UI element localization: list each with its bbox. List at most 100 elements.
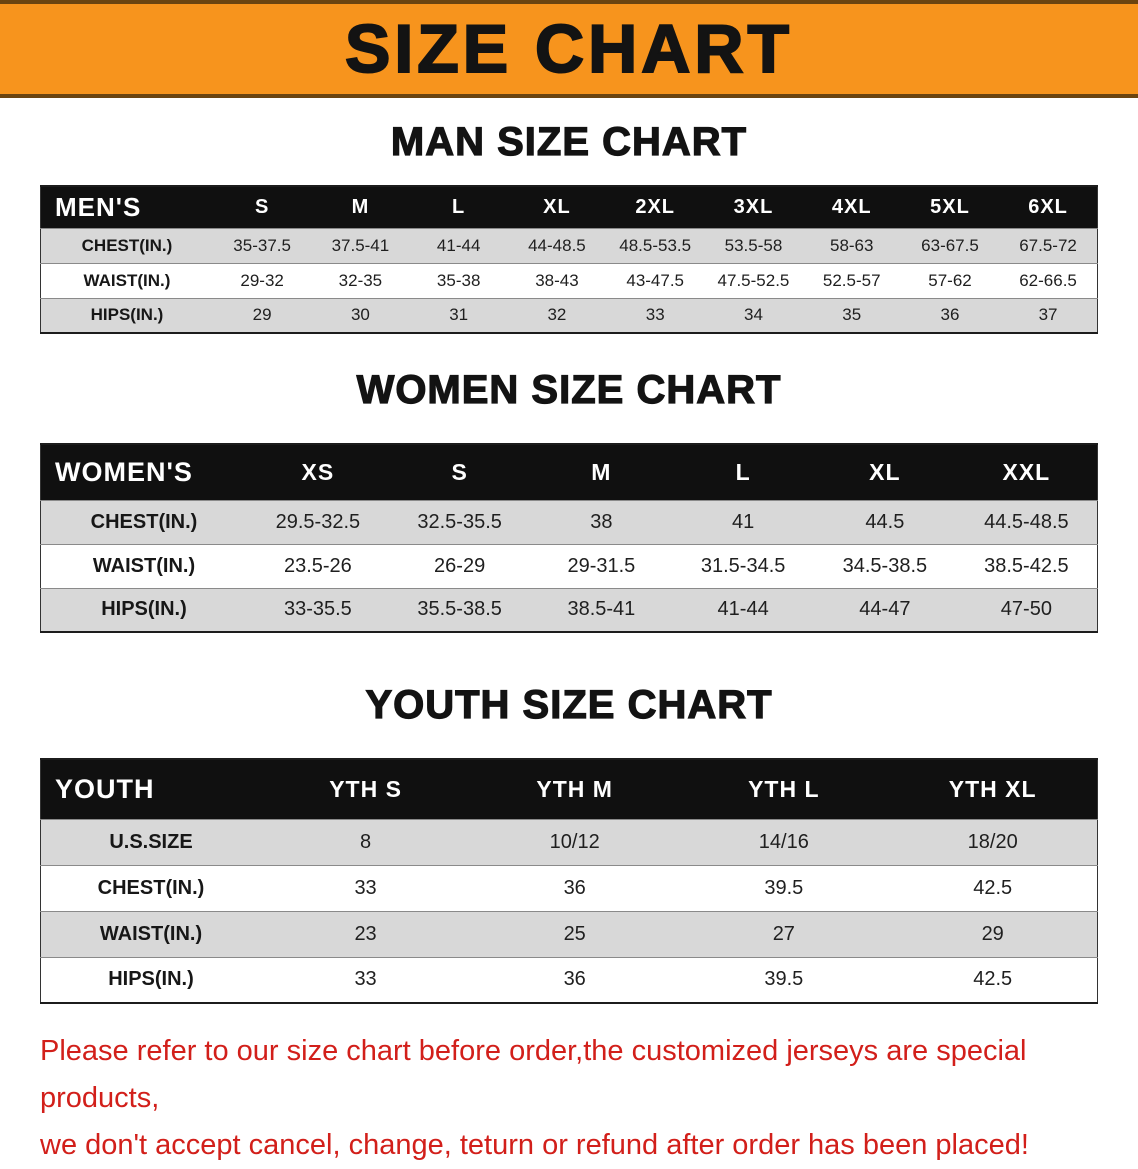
value-cell: 48.5-53.5 [619, 235, 692, 255]
value-cell: 29 [981, 922, 1004, 945]
value-cell: 25 [563, 922, 586, 945]
value-cell: 44-47 [859, 598, 911, 621]
table-title-cell: WOMEN'S [55, 456, 193, 487]
row-label-cell: U.S.SIZE [109, 830, 193, 853]
banner: SIZE CHART [0, 0, 1138, 98]
page-title: SIZE CHART [344, 10, 793, 88]
value-cell: 42.5 [973, 968, 1013, 991]
value-cell: 36 [940, 305, 960, 325]
section-heading-youth: YOUTH SIZE CHART [365, 682, 773, 727]
value-cell: 39.5 [764, 968, 804, 991]
value-cell: 47-50 [1000, 598, 1052, 621]
row-label-cell: WAIST(IN.) [99, 922, 203, 945]
value-cell: 38-43 [535, 270, 579, 290]
measurement-row: HIPS(IN.) 29 30 31 32 33 34 35 36 37 [40, 298, 1098, 333]
value-cell: 29-32 [240, 270, 284, 290]
section-heading-women: WOMEN SIZE CHART [356, 367, 782, 412]
value-cell: 14/16 [758, 830, 809, 853]
value-cell: 23 [354, 922, 377, 945]
value-cell: 23.5-26 [283, 554, 352, 577]
value-cell: 47.5-52.5 [717, 270, 790, 290]
row-label-cell: CHEST(IN.) [90, 510, 198, 533]
section-women: WOMEN SIZE CHART WOMEN'S XS S M L XL XXL CHEST… [0, 367, 1138, 633]
value-cell: 57-62 [928, 270, 972, 290]
size-header-cell: M [591, 458, 612, 485]
value-cell: 33 [354, 876, 377, 899]
measurement-row: U.S.SIZE 8 10/12 14/16 18/20 [40, 819, 1098, 865]
value-cell: 33 [645, 305, 665, 325]
table-title-cell: YOUTH [55, 773, 155, 804]
value-cell: 38.5-42.5 [984, 554, 1069, 577]
section-heading-men: MAN SIZE CHART [390, 119, 748, 164]
section-youth: YOUTH SIZE CHART YOUTH YTH S YTH M YTH L YTH… [0, 682, 1138, 1004]
value-cell: 32-35 [338, 270, 383, 290]
value-cell: 33-35.5 [283, 598, 352, 621]
value-cell: 43-47.5 [626, 270, 685, 290]
measurement-row: CHEST(IN.) 29.5-32.5 32.5-35.5 38 41 44.5 44.5… [40, 500, 1098, 544]
value-cell: 29-31.5 [567, 554, 636, 577]
measurement-row: HIPS(IN.) 33-35.5 35.5-38.5 38.5-41 41-44 44-… [40, 588, 1098, 632]
value-cell: 44.5 [865, 510, 905, 533]
value-cell: 31 [449, 305, 469, 325]
value-cell: 44-48.5 [528, 235, 586, 255]
value-cell: 62-66.5 [1019, 270, 1077, 290]
youth-size-table: YOUTH YTH S YTH M YTH L YTH XL U.S.SIZE 8 10/1… [40, 758, 1098, 1004]
value-cell: 35-38 [436, 270, 481, 290]
value-cell: 39.5 [764, 876, 804, 899]
size-header-cell: XS [301, 458, 335, 485]
measurement-row: CHEST(IN.) 35-37.5 37.5-41 41-44 44-48.5 48.5… [40, 228, 1098, 263]
value-cell: 36 [563, 876, 586, 899]
value-cell: 34.5-38.5 [842, 554, 928, 577]
value-cell: 32.5-35.5 [417, 510, 502, 533]
measurement-row: CHEST(IN.) 33 36 39.5 42.5 [40, 865, 1098, 911]
value-cell: 52.5-57 [822, 270, 881, 290]
table-title-cell: MEN'S [55, 191, 142, 222]
row-label-cell: HIPS(IN.) [108, 968, 194, 991]
disclaimer-line-2: we don't accept cancel, change, teturn o… [40, 1129, 1029, 1161]
value-cell: 38.5-41 [567, 598, 636, 621]
row-label-cell: HIPS(IN.) [90, 305, 164, 325]
value-cell: 10/12 [549, 830, 600, 853]
value-cell: 67.5-72 [1019, 235, 1077, 255]
value-cell: 27 [772, 922, 795, 945]
value-cell: 41-44 [436, 235, 481, 255]
size-header-cell: 4XL [831, 195, 872, 218]
table-header-row: WOMEN'S XS S M L XL XXL [40, 444, 1098, 500]
size-header-cell: 5XL [930, 195, 970, 218]
value-cell: 30 [350, 305, 370, 325]
value-cell: 8 [360, 830, 372, 853]
value-cell: 63-67.5 [921, 235, 979, 255]
value-cell: 36 [563, 968, 586, 991]
value-cell: 35 [842, 305, 862, 325]
value-cell: 37.5-41 [331, 235, 390, 255]
size-header-cell: S [254, 195, 270, 218]
value-cell: 33 [354, 968, 377, 991]
value-cell: 38 [590, 510, 613, 533]
value-cell: 41 [732, 510, 755, 533]
value-cell: 44.5-48.5 [984, 510, 1069, 533]
size-header-cell: XXL [1002, 458, 1051, 485]
size-header-cell: YTH M [536, 775, 613, 802]
value-cell: 35-37.5 [233, 235, 291, 255]
size-header-cell: XL [869, 458, 901, 485]
row-label-cell: WAIST(IN.) [92, 554, 196, 577]
value-cell: 31.5-34.5 [700, 554, 786, 577]
row-label-cell: HIPS(IN.) [101, 598, 187, 621]
measurement-row: WAIST(IN.) 29-32 32-35 35-38 38-43 43-47.5 47.… [40, 263, 1098, 298]
value-cell: 29 [252, 305, 272, 325]
row-label-cell: CHEST(IN.) [97, 876, 205, 899]
value-cell: 37 [1038, 305, 1058, 325]
measurement-row: WAIST(IN.) 23.5-26 26-29 29-31.5 31.5-34.5 34… [40, 544, 1098, 588]
value-cell: 41-44 [717, 598, 769, 621]
size-header-cell: 3XL [733, 195, 774, 218]
value-cell: 35.5-38.5 [417, 598, 502, 621]
disclaimer-line-1: Please refer to our size chart before or… [40, 1035, 1027, 1114]
men-size-table: MEN'S S M L XL 2XL 3XL 4XL 5XL 6XL CHEST(IN.) 35-3… [40, 185, 1098, 334]
row-label-cell: CHEST(IN.) [81, 235, 173, 255]
table-header-row: YOUTH YTH S YTH M YTH L YTH XL [40, 759, 1098, 819]
value-cell: 26-29 [434, 554, 486, 577]
size-header-cell: XL [543, 195, 571, 218]
disclaimer: Please refer to our size chart before or… [0, 1028, 1138, 1169]
size-header-cell: L [735, 458, 751, 485]
